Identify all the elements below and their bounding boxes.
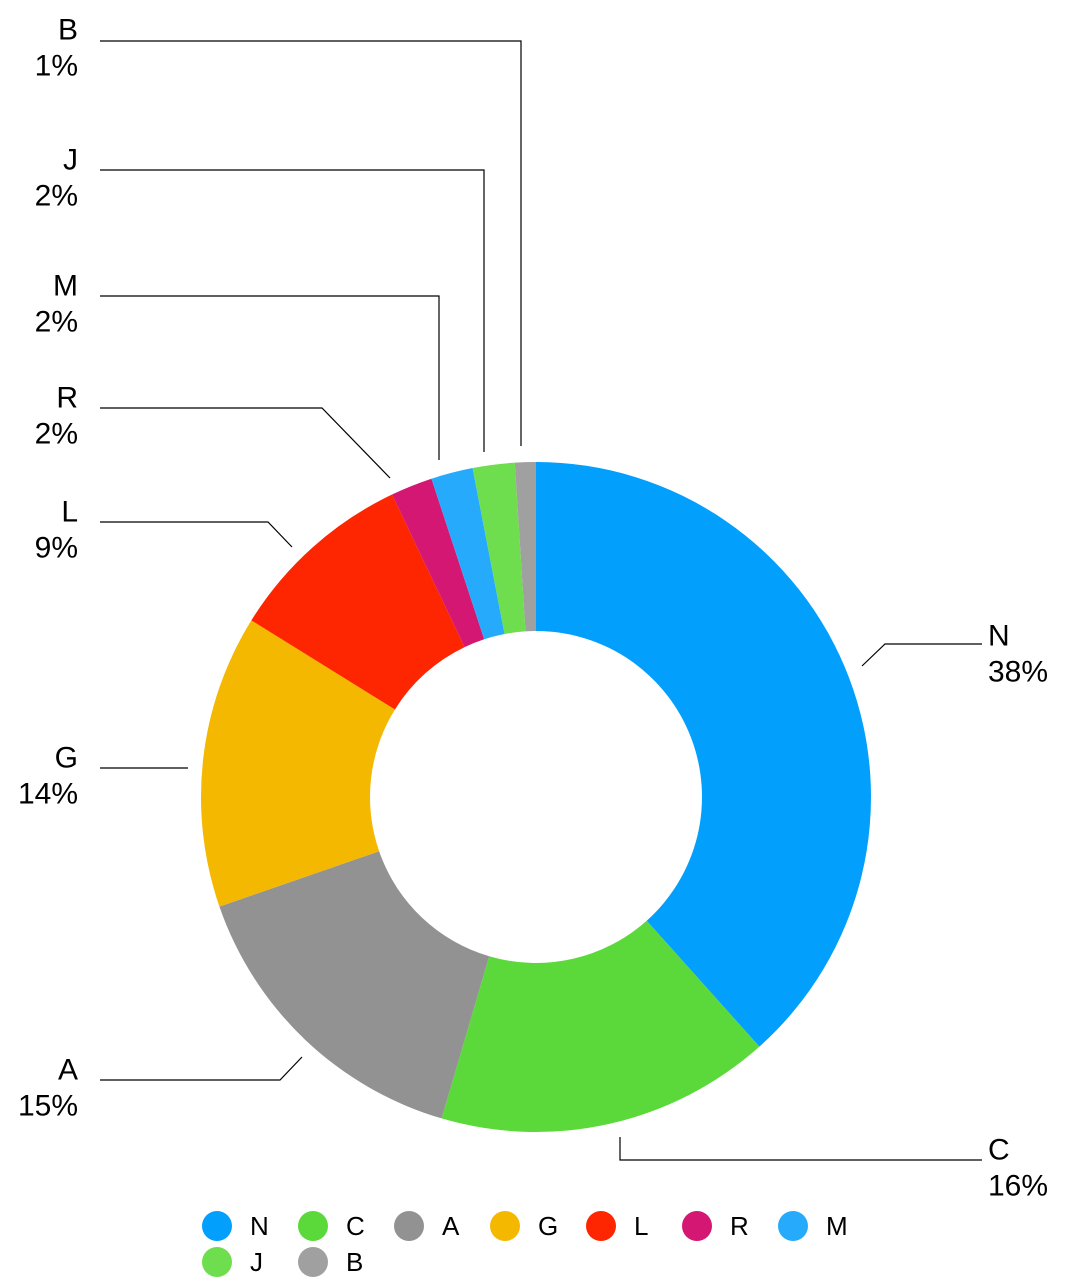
legend-marker-r: [682, 1211, 712, 1241]
slice-m: [431, 468, 505, 640]
callout-pct-l: 9%: [35, 532, 78, 565]
legend-marker-m: [778, 1211, 808, 1241]
callout-pct-n: 38%: [988, 656, 1048, 689]
leader-line-r: [100, 407, 391, 479]
slice-b: [514, 462, 536, 632]
leader-line-a: [100, 1056, 303, 1081]
leader-lines: [100, 40, 982, 1161]
callout-pct-c: 16%: [988, 1170, 1048, 1203]
slice-j: [472, 462, 526, 634]
legend-marker-g: [490, 1211, 520, 1241]
legend-marker-a: [394, 1211, 424, 1241]
slice-c: [441, 920, 760, 1132]
callout-pct-m: 2%: [35, 306, 78, 339]
legend-label-b: B: [346, 1247, 363, 1277]
legend-label-r: R: [730, 1211, 749, 1241]
leader-line-n: [861, 643, 982, 667]
callout-name-j: J: [63, 144, 78, 177]
callout-pct-b: 1%: [35, 50, 78, 83]
legend-marker-c: [298, 1211, 328, 1241]
slice-r: [392, 478, 485, 648]
callout-name-g: G: [55, 742, 78, 775]
slices: [201, 462, 871, 1132]
callout-name-r: R: [56, 382, 78, 415]
legend-label-m: M: [826, 1211, 848, 1241]
legend-marker-b: [298, 1247, 328, 1277]
slice-g: [201, 620, 395, 907]
legend-marker-j: [202, 1247, 232, 1277]
slice-n: [536, 462, 871, 1047]
leader-line-l: [100, 521, 293, 548]
leader-line-m: [100, 295, 440, 460]
leader-line-c: [619, 1137, 982, 1161]
legend-label-n: N: [250, 1211, 269, 1241]
callout-pct-a: 15%: [18, 1090, 78, 1123]
legend-marker-l: [586, 1211, 616, 1241]
callout-name-a: A: [58, 1054, 78, 1087]
legend-marker-n: [202, 1211, 232, 1241]
callout-name-m: M: [53, 270, 78, 303]
callout-name-c: C: [988, 1134, 1010, 1167]
legend-label-c: C: [346, 1211, 365, 1241]
legend-label-j: J: [250, 1247, 263, 1277]
callout-name-b: B: [58, 14, 78, 47]
legend-label-g: G: [538, 1211, 558, 1241]
legend: N C A G L R M J B: [202, 1211, 848, 1277]
callout-pct-j: 2%: [35, 180, 78, 213]
callout-labels: N38%C16%A15%G14%L9%R2%M2%J2%B1%: [18, 14, 1048, 1203]
slice-a: [219, 851, 490, 1119]
callout-name-n: N: [988, 620, 1010, 653]
callout-pct-g: 14%: [18, 778, 78, 811]
slice-l: [251, 494, 465, 710]
callout-name-l: L: [61, 496, 78, 529]
callout-pct-r: 2%: [35, 418, 78, 451]
leader-line-b: [100, 40, 522, 446]
leader-line-j: [100, 169, 485, 452]
legend-label-a: A: [442, 1211, 460, 1241]
legend-label-l: L: [634, 1211, 648, 1241]
